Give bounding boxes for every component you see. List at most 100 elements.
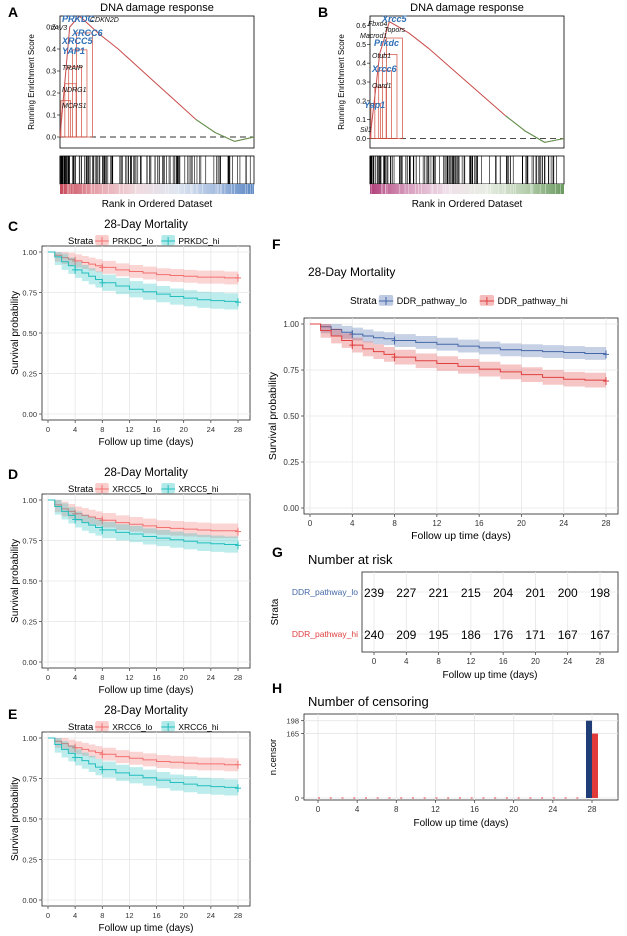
km-xtick-label: 8 — [392, 519, 397, 528]
gsea-ylabel: Running Enrichment Score — [27, 34, 36, 130]
gsea-ytick-label: 0.3 — [46, 69, 56, 76]
km-xtick-label: 24 — [207, 911, 215, 920]
km-xtick-label: 28 — [234, 673, 242, 682]
gsea-enrichment-tail — [505, 115, 565, 143]
km-ytick-label: 0.75 — [22, 537, 37, 546]
censor-xtick-label: 12 — [431, 805, 440, 814]
km-ylabel: Survival probability — [10, 539, 21, 623]
km-legend-label: PRKDC_lo — [112, 236, 153, 246]
gsea-leading-edge-box — [76, 32, 93, 138]
risk-xtick-label: 4 — [404, 657, 409, 666]
gsea-ytick-label: 0.0 — [46, 135, 56, 142]
panel-label-c: C — [8, 218, 19, 234]
risk-panel — [361, 571, 619, 653]
km-xlabel: Follow up time (days) — [98, 923, 193, 934]
risk-cell-value: 221 — [429, 586, 449, 600]
gene-label: Otub1 — [372, 53, 391, 60]
km-confidence-band — [48, 500, 238, 554]
gene-label: TRAIP — [62, 65, 83, 72]
gsea-enrichment-tail — [195, 118, 255, 142]
km-xtick-label: 16 — [152, 425, 160, 434]
km-xtick-label: 8 — [100, 673, 104, 682]
risk-cell-value: 239 — [364, 586, 384, 600]
panel-label-d: D — [8, 466, 19, 482]
km-ytick-label: 0.75 — [283, 366, 299, 375]
censor-plot-h: Number of censoring 0 165 198 0 4 8 12 16 20 24 28 n… — [268, 694, 619, 829]
censor-ytick-label: 198 — [286, 717, 299, 726]
gene-label: Sil1 — [360, 127, 372, 134]
panel-label-b: B — [318, 4, 329, 20]
censor-panel — [303, 713, 619, 801]
km-xtick-label: 12 — [125, 911, 133, 920]
censor-xtick-label: 4 — [355, 805, 360, 814]
km-xtick-label: 4 — [73, 673, 77, 682]
km-xtick-label: 8 — [100, 425, 104, 434]
risk-cell-value: 227 — [396, 586, 416, 600]
km-survival-curve — [48, 251, 238, 279]
km-xtick-label: 20 — [517, 519, 526, 528]
km-xtick-label: 12 — [432, 519, 441, 528]
risk-xtick-label: 20 — [531, 657, 540, 666]
gene-label: Fbxo4 — [368, 21, 388, 28]
risk-cell-value: 204 — [493, 586, 513, 600]
km-legend-label: PRKDC_hi — [178, 236, 219, 246]
gene-label: Yap1 — [364, 100, 385, 110]
censor-xtick-label: 28 — [588, 805, 597, 814]
km-ytick-label: 0.50 — [22, 577, 37, 586]
gene-label: NDRG1 — [62, 87, 87, 94]
km-title: 28-Day Mortality — [104, 705, 188, 717]
km-title: 28-Day Mortality — [104, 467, 188, 479]
km-xtick-label: 28 — [234, 425, 242, 434]
km-ytick-label: 0.25 — [283, 458, 299, 467]
km-survival-curve — [310, 323, 607, 355]
km-legend-label: XRCC5_hi — [178, 484, 218, 494]
risk-cell-value: 167 — [590, 628, 610, 642]
km-plot-e: 28-Day Mortality Strata XRCC6_lo XRCC6_hi 0.… — [10, 705, 251, 934]
km-xtick-label: 4 — [73, 425, 77, 434]
km-xtick-label: 0 — [308, 519, 313, 528]
gene-label: Oard1 — [372, 83, 392, 90]
km-legend-label: XRCC6_hi — [178, 722, 218, 732]
gsea-ylabel: Running Enrichment Score — [337, 34, 346, 130]
km-xtick-label: 28 — [602, 519, 611, 528]
gsea-ytick-label: 0.5 — [356, 42, 366, 49]
gene-label: Macrod1 — [360, 33, 387, 40]
km-xtick-label: 20 — [180, 911, 188, 920]
km-xtick-label: 20 — [180, 425, 188, 434]
km-xtick-label: 8 — [100, 911, 104, 920]
gene-label: Prkdc — [374, 38, 399, 48]
gsea-ytick-label: 0.1 — [46, 113, 56, 120]
panel-label-h: H — [272, 680, 283, 696]
gsea-rank-gradient — [60, 184, 254, 194]
gsea-xlabel: Rank in Ordered Dataset — [102, 199, 213, 210]
km-xtick-label: 28 — [234, 911, 242, 920]
risk-xtick-label: 12 — [466, 657, 475, 666]
risk-cell-value: 209 — [396, 628, 416, 642]
km-survival-curve — [48, 251, 239, 303]
km-xlabel: Follow up time (days) — [98, 685, 193, 696]
gene-label: PRKDC — [62, 14, 95, 24]
km-legend-title: Strata — [350, 296, 377, 307]
gsea-rank-gradient — [370, 184, 564, 194]
gsea-plot-b: DNA damage response 0.0 0.1 0.2 0.3 0.4 0.5 0.6… — [337, 2, 565, 210]
gsea-ytick-label: 0.3 — [356, 80, 366, 87]
risk-title: Number at risk — [308, 552, 393, 567]
km-survival-curve — [310, 323, 607, 382]
km-plot-f: 28-Day Mortality Strata DDR_pathway_lo DDR_… — [267, 265, 619, 542]
risk-ylabel: Strata — [270, 598, 281, 625]
km-plot-d: 28-Day Mortality Strata XRCC5_lo XRCC5_hi 0.… — [10, 467, 251, 696]
km-ytick-label: 0.50 — [22, 815, 37, 824]
km-ylabel: Survival probability — [10, 777, 21, 861]
risk-cell-value: 198 — [590, 586, 610, 600]
km-xlabel: Follow up time (days) — [411, 530, 511, 542]
censor-xtick-label: 0 — [316, 805, 321, 814]
km-ytick-label: 0.00 — [283, 504, 299, 513]
censor-xtick-label: 20 — [509, 805, 518, 814]
risk-xtick-label: 28 — [596, 657, 605, 666]
gene-label: Xrcc5 — [381, 14, 408, 24]
gsea-title: DNA damage response — [100, 2, 214, 14]
risk-xtick-label: 0 — [372, 657, 377, 666]
panel-label-g: G — [272, 544, 283, 560]
km-xtick-label: 12 — [125, 425, 133, 434]
risk-cell-value: 186 — [461, 628, 481, 642]
